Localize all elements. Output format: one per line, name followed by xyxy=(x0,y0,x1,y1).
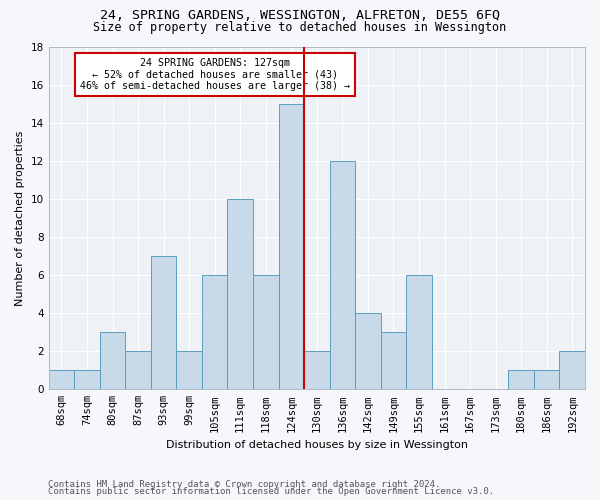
Bar xyxy=(406,275,432,390)
Bar xyxy=(329,161,355,390)
Bar xyxy=(559,351,585,390)
Bar xyxy=(49,370,74,390)
Bar xyxy=(202,275,227,390)
Bar xyxy=(380,332,406,390)
Bar xyxy=(253,275,278,390)
Text: 24, SPRING GARDENS, WESSINGTON, ALFRETON, DE55 6FQ: 24, SPRING GARDENS, WESSINGTON, ALFRETON… xyxy=(100,9,500,22)
X-axis label: Distribution of detached houses by size in Wessington: Distribution of detached houses by size … xyxy=(166,440,468,450)
Bar xyxy=(100,332,125,390)
Text: 24 SPRING GARDENS: 127sqm
← 52% of detached houses are smaller (43)
46% of semi-: 24 SPRING GARDENS: 127sqm ← 52% of detac… xyxy=(80,58,350,91)
Text: Contains HM Land Registry data © Crown copyright and database right 2024.: Contains HM Land Registry data © Crown c… xyxy=(48,480,440,489)
Bar xyxy=(508,370,534,390)
Text: Size of property relative to detached houses in Wessington: Size of property relative to detached ho… xyxy=(94,21,506,34)
Bar xyxy=(534,370,559,390)
Bar xyxy=(304,351,329,390)
Bar xyxy=(278,104,304,390)
Bar xyxy=(176,351,202,390)
Bar xyxy=(355,313,380,390)
Text: Contains public sector information licensed under the Open Government Licence v3: Contains public sector information licen… xyxy=(48,487,494,496)
Bar xyxy=(125,351,151,390)
Bar xyxy=(74,370,100,390)
Bar xyxy=(151,256,176,390)
Bar xyxy=(227,199,253,390)
Y-axis label: Number of detached properties: Number of detached properties xyxy=(15,130,25,306)
